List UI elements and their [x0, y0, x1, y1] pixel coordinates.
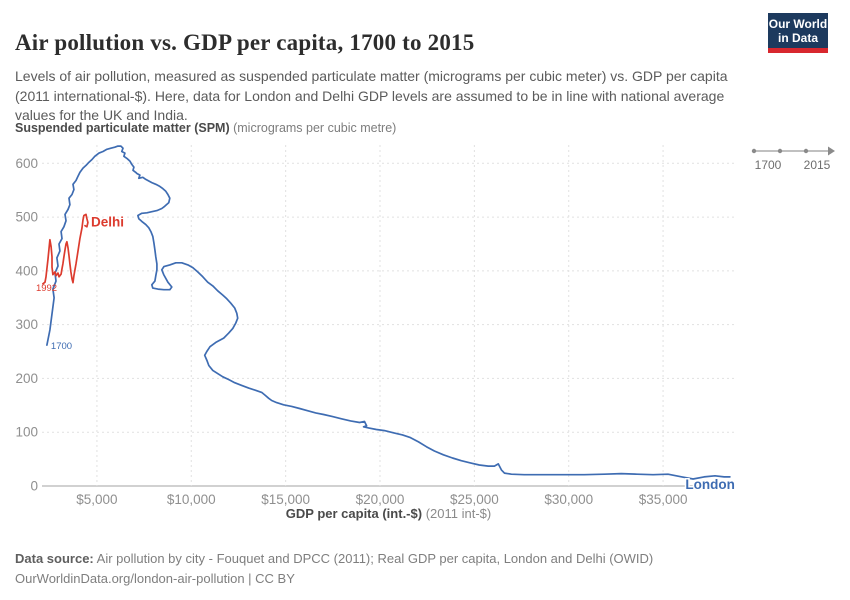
y-axis-title-main: Suspended particulate matter (SPM) [15, 121, 230, 135]
timeline-legend: 1700 2015 [751, 146, 835, 172]
owid-logo-stripe [768, 48, 828, 53]
x-axis-title: GDP per capita (int.-$) (2011 int-$) [42, 506, 735, 521]
x-tick-label: $35,000 [639, 492, 688, 507]
y-tick-label: 600 [15, 156, 38, 171]
series-line-delhi[interactable] [42, 213, 89, 285]
series-start-year-delhi: 1992 [36, 283, 57, 294]
y-axis-title-suffix: (micrograms per cubic metre) [233, 121, 397, 135]
y-tick-label: 500 [15, 210, 38, 225]
footer-link-line[interactable]: OurWorldinData.org/london-air-pollution … [15, 571, 295, 586]
timeline-start-label: 1700 [755, 158, 782, 172]
x-axis-title-suffix: (2011 int-$) [425, 506, 492, 521]
footer-source-line: Data source: Air pollution by city - Fou… [15, 549, 835, 569]
owid-logo-line2: in Data [777, 31, 818, 45]
y-tick-label: 300 [15, 317, 38, 332]
y-axis-title: Suspended particulate matter (SPM) (micr… [15, 121, 396, 135]
timeline-arrow-icon [828, 146, 835, 156]
y-tick-label: 400 [15, 263, 38, 278]
series-label-london: London [685, 477, 734, 492]
y-tick-label: 200 [15, 371, 38, 386]
owid-logo: Our World in Data [768, 13, 828, 53]
x-tick-label: $15,000 [261, 492, 310, 507]
x-tick-label: $20,000 [356, 492, 405, 507]
y-tick-label: 0 [30, 479, 38, 494]
timeline-dot-start [751, 148, 757, 154]
y-tick-label: 100 [15, 425, 38, 440]
timeline-dot-mid [777, 148, 783, 154]
series-line-london[interactable] [46, 145, 731, 480]
x-tick-label: $10,000 [167, 492, 216, 507]
series-start-year-london: 1700 [51, 341, 72, 352]
series-label-delhi: Delhi [91, 215, 124, 230]
timeline-dot-end [803, 148, 809, 154]
x-tick-label: $5,000 [76, 492, 117, 507]
chart-footer: Data source: Air pollution by city - Fou… [15, 549, 835, 589]
x-tick-label: $25,000 [450, 492, 499, 507]
footer-source-label: Data source: [15, 551, 94, 566]
x-axis-title-main: GDP per capita (int.-$) [285, 506, 423, 521]
chart-plot[interactable]: 0 100 200 300 400 500 600 $5,000 $10,000 $15,000 $… [0, 140, 850, 520]
x-tick-label: $30,000 [544, 492, 593, 507]
footer-source-text: Air pollution by city - Fouquet and DPCC… [93, 551, 654, 566]
chart-subtitle: Levels of air pollution, measured as sus… [15, 68, 728, 123]
owid-logo-text: Our World in Data [768, 13, 828, 48]
owid-logo-line1: Our World [768, 17, 828, 31]
chart-title: Air pollution vs. GDP per capita, 1700 t… [15, 30, 475, 56]
timeline-end-label: 2015 [804, 158, 831, 172]
